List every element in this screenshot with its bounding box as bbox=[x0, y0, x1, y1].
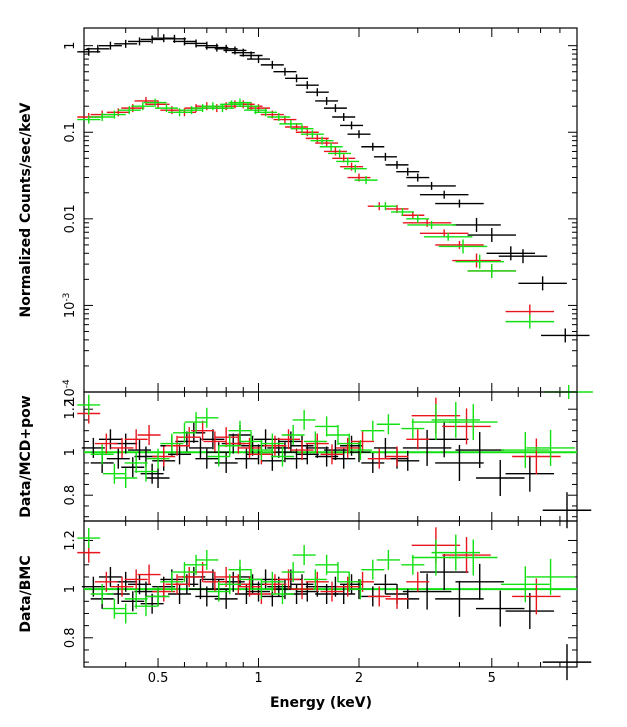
y-tick-label: 1.2 bbox=[63, 399, 78, 420]
series-green bbox=[77, 394, 575, 488]
x-tick-label: 2 bbox=[355, 671, 363, 686]
y-tick-label: 0.8 bbox=[63, 485, 78, 506]
x-tick-label: 1 bbox=[254, 671, 262, 686]
y-tick-label: 0.8 bbox=[63, 627, 78, 648]
y-tick-label: 0.1 bbox=[63, 122, 78, 143]
y-tick-label: 1 bbox=[63, 448, 78, 456]
ratio-bmc-panel: 1.2 1 0.8 Data/BMC bbox=[18, 520, 592, 681]
series-red bbox=[77, 397, 561, 475]
series-red bbox=[77, 96, 555, 319]
series-green bbox=[77, 528, 575, 624]
y-tick-exponent: -3 bbox=[62, 293, 72, 302]
ratio-mcd-pow-panel: 1.2 1 0.8 Data/MCD+pow bbox=[18, 391, 592, 529]
series-black bbox=[77, 34, 590, 343]
x-tick-label: 5 bbox=[488, 671, 496, 686]
x-tick-labels: 0.5 1 2 5 bbox=[148, 671, 496, 686]
y-tick-exponent: -4 bbox=[62, 379, 72, 388]
y-axis-title: Data/MCD+pow bbox=[18, 395, 34, 518]
series-red bbox=[77, 527, 561, 615]
y-axis-title: Data/BMC bbox=[18, 555, 34, 632]
plot-frame bbox=[83, 27, 578, 393]
x-tick-label: 0.5 bbox=[148, 671, 169, 686]
y-tick-label: 10-3 bbox=[62, 293, 78, 319]
y-axis-title: Normalized Counts/sec/keV bbox=[18, 102, 34, 317]
series-green bbox=[77, 98, 593, 399]
y-tick-label: 1 bbox=[63, 42, 78, 50]
x-axis-title: Energy (keV) bbox=[270, 695, 372, 711]
y-tick-label: 1 bbox=[63, 585, 78, 593]
plot-frame bbox=[83, 520, 578, 668]
y-tick-label: 0.01 bbox=[63, 204, 78, 233]
y-tick-label: 1.2 bbox=[63, 530, 78, 551]
